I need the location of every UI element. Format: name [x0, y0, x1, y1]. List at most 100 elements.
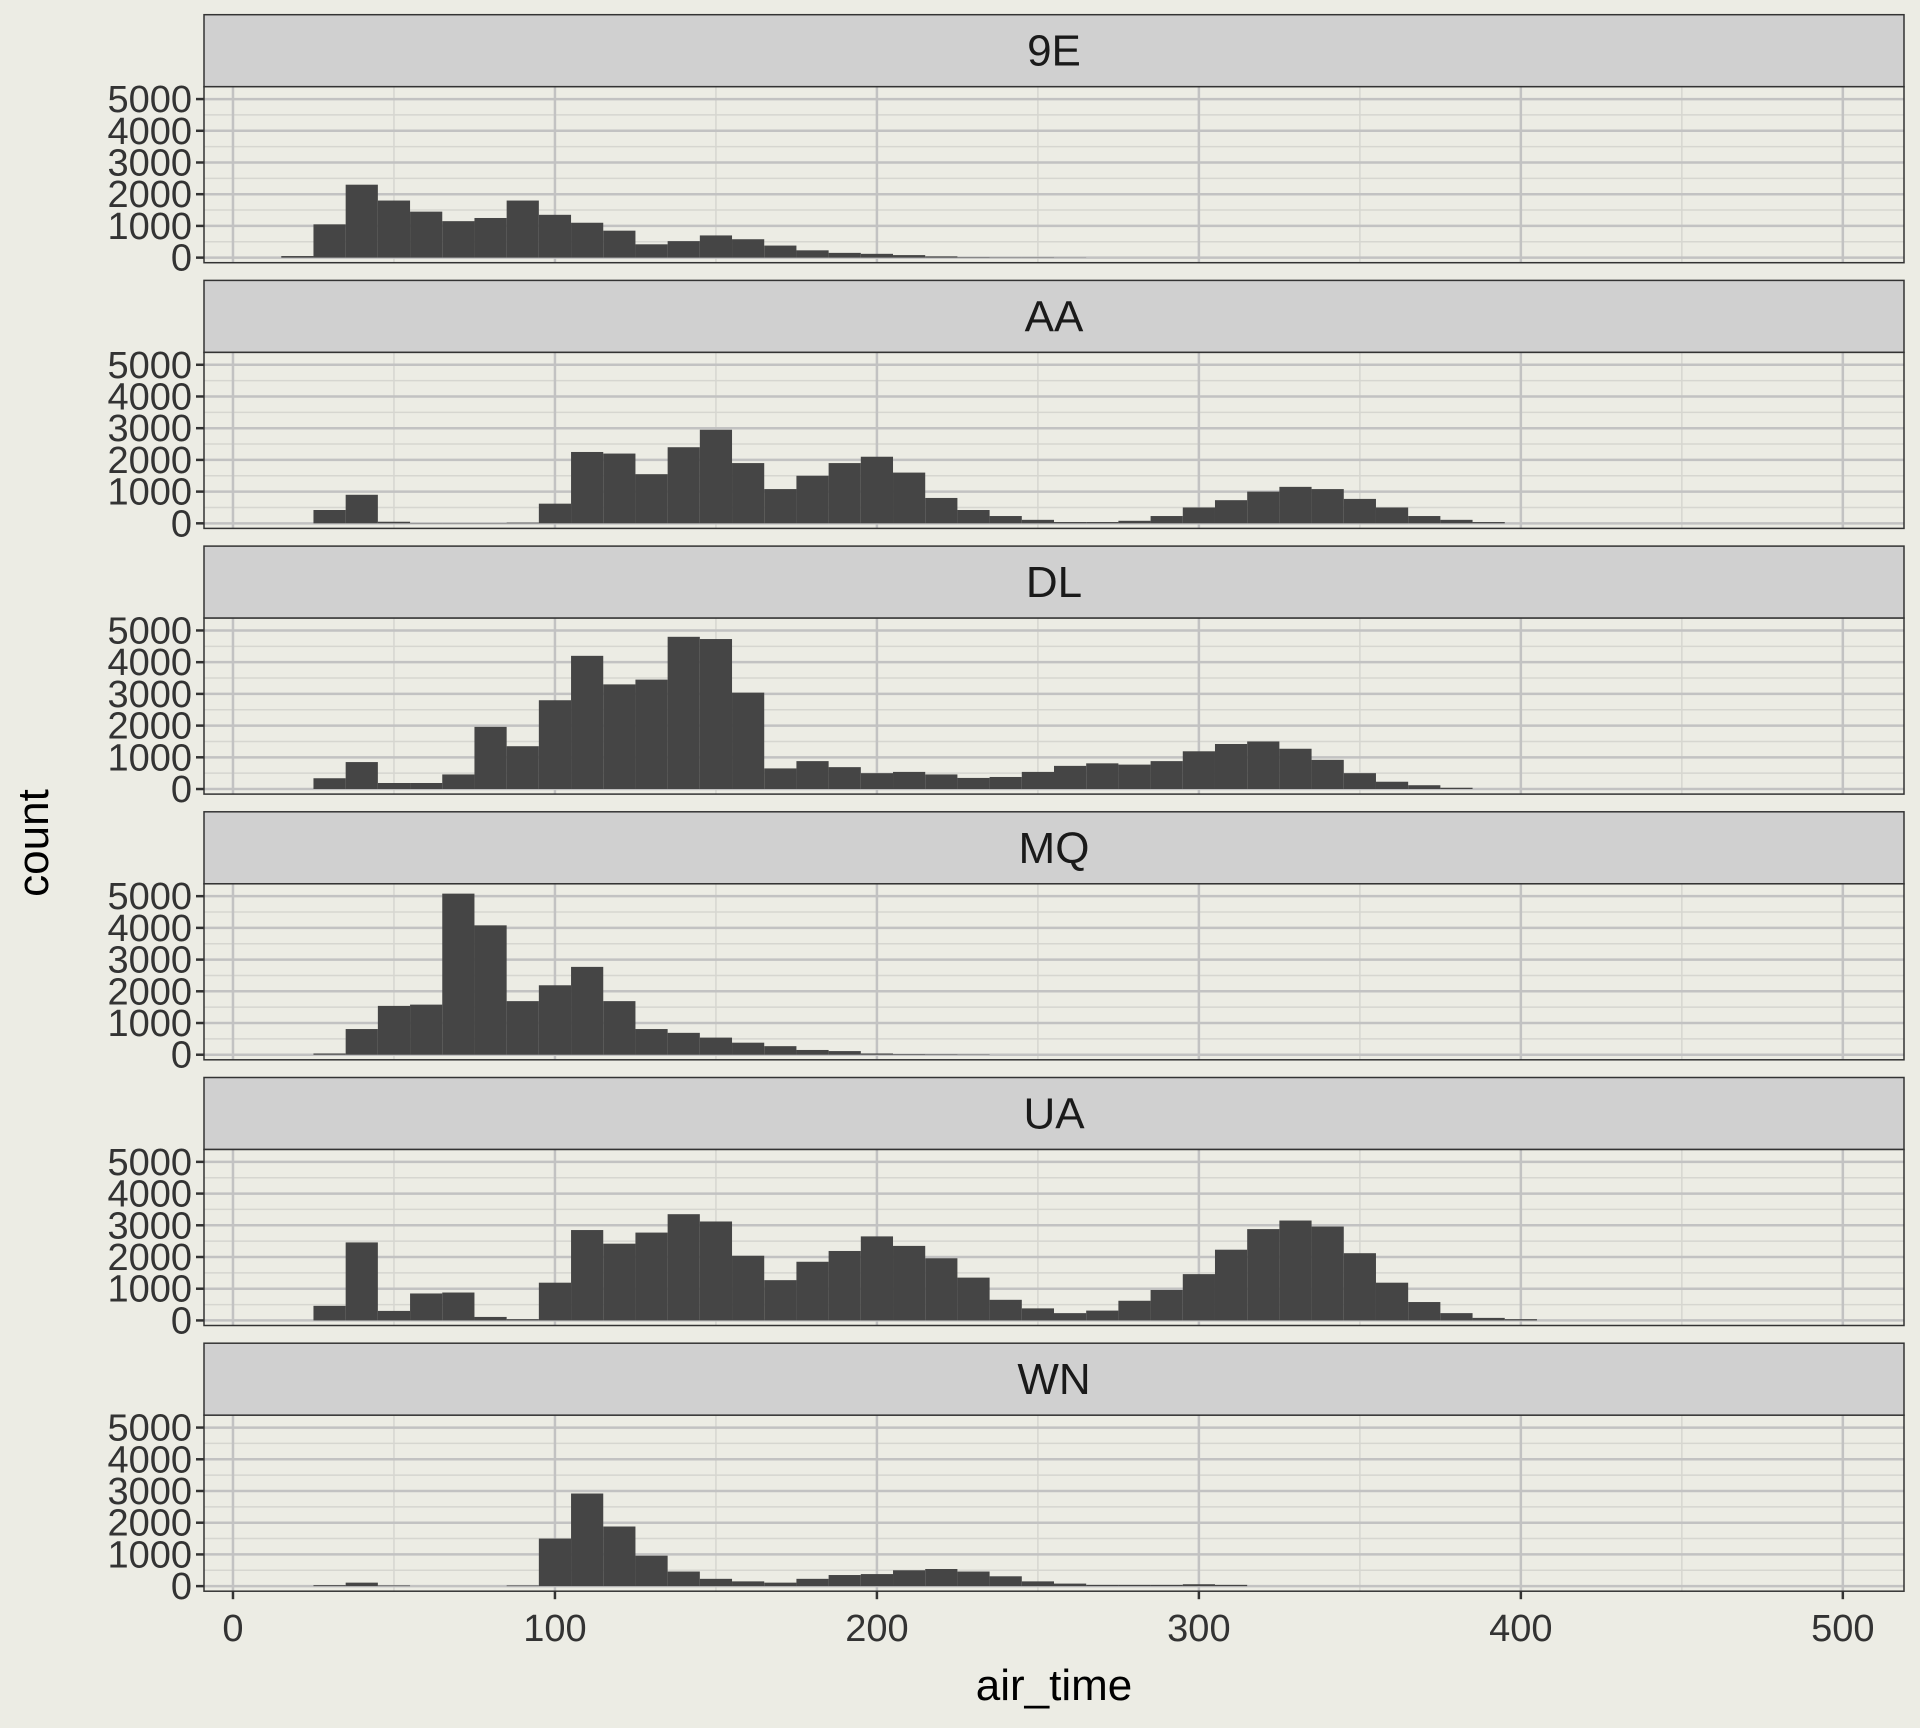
histogram-bar: [1054, 1583, 1087, 1587]
histogram-bar: [1408, 785, 1441, 790]
histogram-bar: [764, 768, 797, 790]
histogram-bar: [313, 778, 346, 790]
facet-label: WN: [1017, 1355, 1090, 1404]
histogram-bar: [571, 222, 604, 258]
histogram-bar: [764, 489, 797, 524]
histogram-bar: [571, 1493, 604, 1587]
histogram-bar: [1086, 1584, 1119, 1587]
y-tick-label: 5000: [107, 345, 192, 387]
y-tick-label: 3000: [107, 1205, 192, 1247]
histogram-bar: [957, 777, 990, 790]
histogram-bar: [1247, 1229, 1280, 1321]
y-tick-label: 1000: [107, 472, 192, 514]
histogram-bar: [410, 211, 443, 258]
facet-strip: [203, 1076, 1905, 1151]
y-tick-label: 0: [171, 1035, 192, 1077]
histogram-bar: [860, 253, 894, 258]
y-tick-label: 0: [171, 238, 192, 280]
histogram-bar: [410, 1004, 443, 1055]
histogram-bar: [1054, 1313, 1087, 1321]
histogram-bar: [538, 1538, 572, 1587]
histogram-bar: [925, 774, 958, 790]
histogram-bar: [345, 494, 378, 524]
histogram-bar: [732, 1255, 765, 1321]
histogram-bar: [796, 761, 829, 790]
histogram-bar: [1021, 1308, 1054, 1321]
histogram-bar: [603, 684, 636, 790]
histogram-bar: [796, 1049, 829, 1055]
histogram-bar: [1375, 781, 1409, 790]
y-tick-label: 1000: [107, 1269, 192, 1311]
histogram-bar: [1118, 1584, 1151, 1587]
histogram-bar: [1182, 751, 1215, 790]
y-tick-label: 3000: [107, 142, 192, 184]
histogram-bar: [925, 497, 958, 524]
histogram-bar: [893, 255, 926, 258]
histogram-bar: [1504, 1319, 1537, 1321]
histogram-bar: [1182, 1584, 1215, 1587]
histogram-bar: [313, 1585, 346, 1587]
histogram-bar: [313, 1053, 346, 1055]
histogram-bar: [989, 1576, 1022, 1587]
histogram-bar: [635, 1555, 668, 1587]
histogram-bar: [667, 1032, 700, 1055]
histogram-bar: [796, 475, 829, 524]
histogram-bar: [635, 1232, 668, 1321]
histogram-bar: [1311, 1226, 1344, 1321]
x-tick-label: 100: [523, 1608, 586, 1650]
histogram-bar: [893, 1245, 926, 1321]
histogram-bar: [860, 456, 894, 524]
histogram-bar: [1214, 743, 1248, 790]
histogram-bar: [1214, 500, 1248, 524]
histogram-bar: [410, 1293, 443, 1321]
histogram-bar: [345, 1029, 378, 1055]
histogram-bar: [442, 893, 475, 1055]
histogram-bar: [474, 217, 507, 258]
histogram-bar: [1118, 520, 1151, 524]
histogram-bar: [377, 1310, 411, 1321]
histogram-bar: [989, 776, 1022, 790]
y-tick-label: 5000: [107, 1408, 192, 1450]
histogram-bar: [506, 522, 539, 524]
histogram-bar: [603, 453, 636, 524]
histogram-bar: [1375, 1282, 1409, 1321]
y-tick-label: 5000: [107, 610, 192, 652]
histogram-bar: [538, 985, 572, 1055]
histogram-bar: [635, 1029, 668, 1055]
panel-background: [204, 1149, 1904, 1326]
histogram-bar: [699, 235, 733, 258]
histogram-bar: [699, 429, 733, 524]
y-tick-label: 3000: [107, 674, 192, 716]
histogram-bar: [1375, 507, 1409, 524]
histogram-bar: [1214, 1584, 1248, 1587]
histogram-bar: [764, 245, 797, 258]
histogram-bar: [957, 1571, 990, 1587]
histogram-bar: [538, 700, 572, 790]
histogram-bar: [345, 184, 378, 258]
histogram-bar: [474, 925, 507, 1055]
histogram-bar: [732, 1042, 765, 1055]
panel-background: [204, 1415, 1904, 1592]
histogram-bar: [1247, 741, 1280, 790]
histogram-bar: [442, 774, 475, 790]
histogram-bar: [732, 692, 765, 790]
facet-strip: [203, 811, 1905, 885]
histogram-bar: [1182, 1274, 1215, 1321]
histogram-bar: [667, 447, 700, 524]
panel-border: [203, 1148, 1905, 1327]
y-tick-label: 4000: [107, 642, 192, 684]
histogram-bar: [893, 472, 926, 524]
histogram-bar: [345, 762, 378, 790]
histogram-bar: [732, 463, 765, 524]
histogram-bar: [635, 679, 668, 790]
histogram-bar: [828, 252, 861, 258]
histogram-bar: [410, 783, 443, 790]
histogram-bar: [538, 503, 572, 524]
histogram-bar: [860, 1236, 894, 1321]
histogram-bar: [571, 1230, 604, 1321]
histogram-bar: [1150, 516, 1183, 524]
y-tick-label: 2000: [107, 706, 192, 748]
histogram-bar: [442, 221, 475, 258]
histogram-bar: [1440, 519, 1473, 524]
histogram-bar: [1343, 773, 1376, 790]
